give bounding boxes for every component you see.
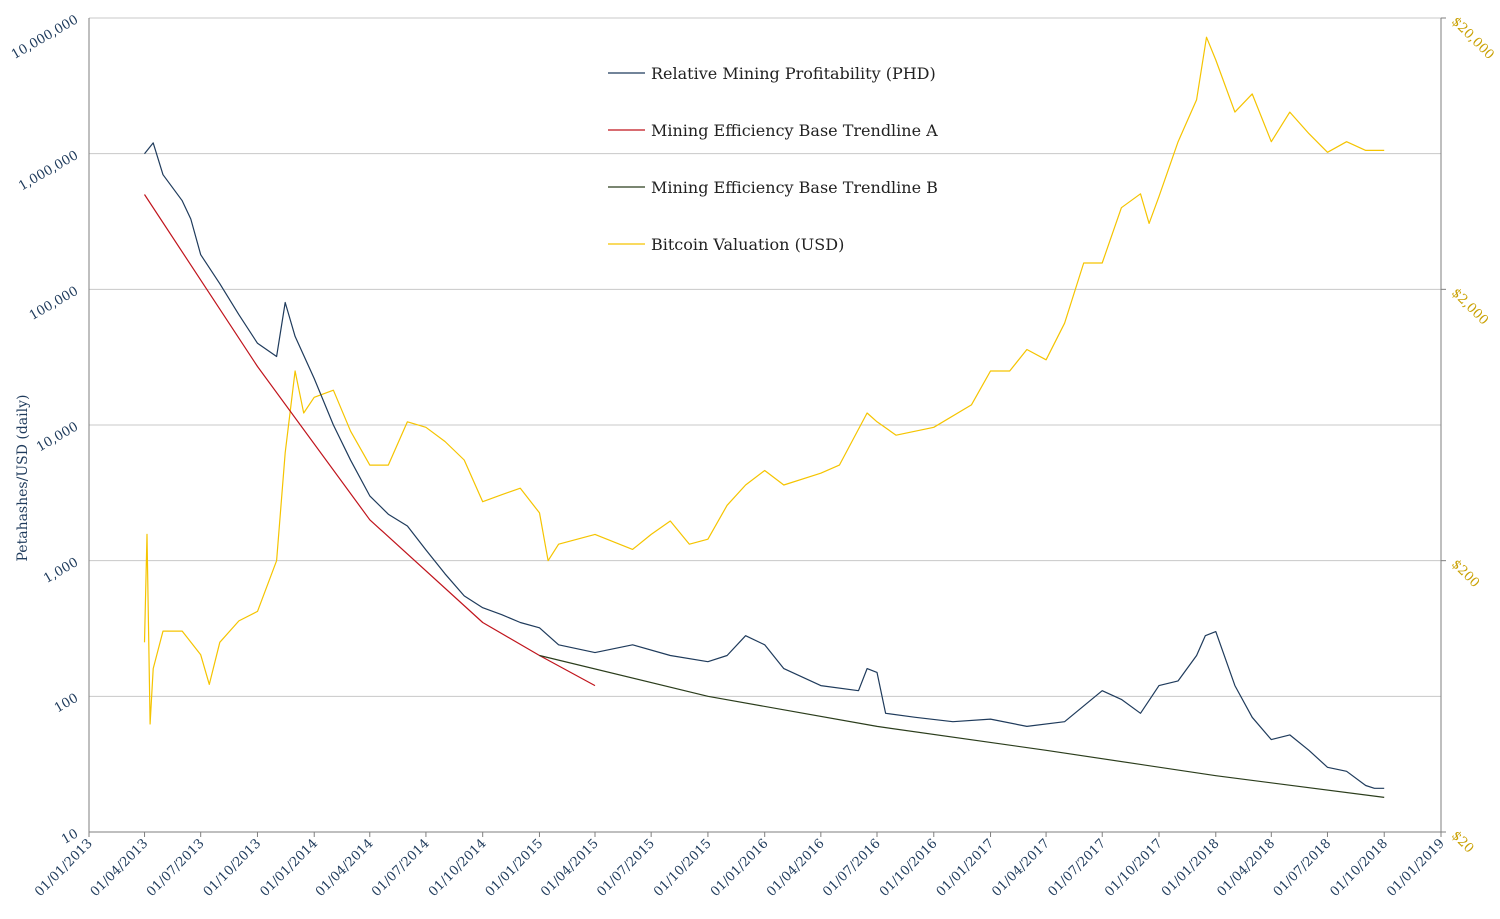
x-tick-label: 01/10/2017: [1102, 836, 1166, 900]
y-tick-label: 100,000: [27, 284, 81, 324]
axes: [88, 17, 1446, 837]
legend-label: Mining Efficiency Base Trendline A: [651, 121, 938, 140]
legend-label: Mining Efficiency Base Trendline B: [651, 178, 938, 197]
tick-labels: 10 100 1,000 10,000 100,000 1,000,000 10,000,0…: [9, 12, 1497, 899]
x-tick-label: 01/07/2017: [1045, 836, 1109, 900]
y-tick-label: 10: [59, 826, 81, 847]
legend-item: Mining Efficiency Base Trendline A: [608, 121, 938, 140]
y2-tick-label: $20,000: [1448, 14, 1497, 63]
y-tick-label: 10,000,000: [9, 12, 81, 62]
x-tick-label: 01/07/2015: [594, 836, 658, 900]
x-tick-label: 01/01/2016: [708, 836, 772, 900]
x-tick-label: 01/04/2016: [764, 836, 828, 900]
x-tick-label: 01/04/2017: [989, 836, 1053, 900]
x-tick-label: 01/07/2018: [1271, 836, 1335, 900]
x-tick-label: 01/10/2016: [877, 836, 941, 900]
legend-item: Bitcoin Valuation (USD): [608, 235, 844, 254]
x-tick-label: 01/10/2014: [426, 836, 490, 900]
x-tick-label: 01/01/2013: [32, 836, 96, 900]
y-tick-label: 1,000,000: [16, 148, 81, 194]
series-line-relative-mining-profitability-phd: [144, 142, 1385, 789]
series-line-mining-efficiency-base-trendline-a: [143, 194, 596, 687]
x-tick-label: 01/01/2015: [483, 836, 547, 900]
x-tick-label: 01/07/2013: [144, 836, 208, 900]
x-tick-label: 01/01/2017: [934, 836, 998, 900]
x-tick-label: 01/07/2016: [820, 836, 884, 900]
x-tick-label: 01/07/2014: [369, 836, 433, 900]
legend-item: Relative Mining Profitability (PHD): [608, 64, 936, 83]
y-tick-label: 100: [52, 691, 81, 716]
x-tick-label: 01/04/2013: [88, 836, 152, 900]
x-tick-label: 01/04/2018: [1215, 836, 1279, 900]
x-tick-label: 01/10/2015: [651, 836, 715, 900]
gridlines: [89, 17, 1441, 697]
y-tick-label: 1,000: [41, 555, 81, 587]
x-tick-label: 01/04/2014: [313, 836, 377, 900]
series-line-mining-efficiency-base-trendline-b: [539, 654, 1385, 798]
x-tick-label: 01/01/2018: [1159, 836, 1223, 900]
y-tick-label: 10,000: [34, 419, 81, 455]
x-tick-label: 01/01/2019: [1384, 836, 1448, 900]
x-tick-label: 01/10/2013: [201, 836, 265, 900]
legend-label: Bitcoin Valuation (USD): [651, 235, 844, 254]
series-lines: [143, 36, 1385, 798]
legend-item: Mining Efficiency Base Trendline B: [608, 178, 938, 197]
y2-tick-label: $20: [1448, 828, 1476, 856]
x-tick-label: 01/01/2014: [257, 836, 321, 900]
legend: Relative Mining Profitability (PHD) Minin…: [608, 64, 938, 254]
series-line-bitcoin-valuation-usd: [143, 36, 1385, 725]
x-tick-label: 01/10/2018: [1327, 836, 1391, 900]
x-tick-label: 01/04/2015: [538, 836, 602, 900]
y2-tick-label: $200: [1448, 557, 1482, 591]
y-axis-title: Petahashes/USD (daily): [15, 395, 31, 562]
y2-tick-label: $2,000: [1448, 286, 1491, 329]
legend-label: Relative Mining Profitability (PHD): [651, 64, 936, 83]
